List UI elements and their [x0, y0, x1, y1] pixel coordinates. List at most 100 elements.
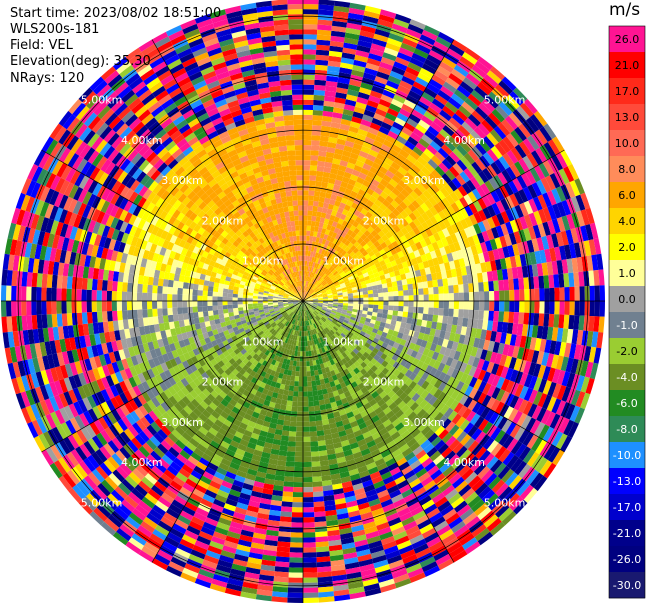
velocity-gate — [368, 301, 374, 305]
velocity-gate — [306, 293, 310, 298]
velocity-gate — [426, 54, 442, 66]
velocity-gate — [293, 391, 299, 397]
velocity-gate — [489, 291, 495, 301]
velocity-gate — [332, 304, 338, 307]
velocity-gate — [355, 250, 362, 257]
velocity-gate — [322, 244, 328, 251]
velocity-gate — [534, 301, 540, 314]
velocity-gate — [343, 296, 349, 299]
velocity-gate — [290, 537, 303, 543]
velocity-gate — [352, 273, 359, 279]
velocity-gate — [546, 326, 554, 341]
velocity-gate — [307, 296, 313, 300]
velocity-gate — [548, 274, 555, 289]
velocity-gate — [451, 177, 462, 189]
velocity-gate — [456, 249, 464, 260]
velocity-gate — [422, 260, 430, 269]
velocity-gate — [420, 202, 430, 213]
velocity-gate — [565, 182, 576, 199]
velocity-gate — [336, 87, 348, 95]
velocity-gate — [427, 280, 434, 288]
velocity-gate — [561, 200, 572, 216]
velocity-gate — [585, 224, 594, 241]
velocity-gate — [362, 141, 373, 150]
velocity-gate — [405, 272, 412, 279]
velocity-gate — [423, 307, 429, 315]
velocity-gate — [463, 292, 470, 301]
velocity-gate — [364, 67, 378, 76]
velocity-gate — [457, 317, 464, 327]
velocity-gate — [388, 165, 398, 175]
velocity-gate — [468, 214, 478, 226]
velocity-gate — [339, 282, 346, 287]
velocity-gate — [458, 258, 466, 268]
velocity-gate — [476, 232, 485, 244]
velocity-gate — [312, 267, 316, 273]
velocity-gate — [539, 249, 547, 264]
velocity-gate — [321, 120, 332, 127]
velocity-gate — [380, 121, 393, 131]
velocity-gate — [313, 286, 318, 291]
velocity-gate — [388, 296, 394, 301]
velocity-gate — [500, 223, 509, 236]
velocity-gate — [325, 245, 331, 252]
velocity-gate — [541, 326, 549, 340]
velocity-gate — [432, 314, 439, 323]
velocity-gate — [353, 298, 359, 301]
velocity-gate — [332, 238, 339, 245]
velocity-gate — [410, 85, 424, 97]
velocity-gate — [371, 117, 383, 127]
velocity-gate — [334, 200, 341, 207]
velocity-gate — [455, 267, 463, 277]
velocity-gate — [324, 284, 330, 289]
velocity-gate — [303, 431, 311, 437]
velocity-gate — [303, 366, 307, 372]
velocity-gate — [315, 59, 329, 66]
velocity-gate — [303, 451, 312, 458]
velocity-gate — [303, 155, 311, 161]
velocity-gate — [549, 301, 555, 315]
velocity-gate — [366, 153, 377, 162]
velocity-gate — [472, 273, 479, 284]
velocity-gate — [337, 292, 343, 296]
velocity-gate — [473, 291, 480, 301]
velocity-gate — [482, 207, 492, 220]
velocity-gate — [322, 293, 328, 296]
velocity-gate — [316, 430, 325, 437]
velocity-gate — [303, 361, 307, 367]
velocity-gate — [335, 143, 345, 151]
velocity-gate — [376, 312, 383, 318]
velocity-gate — [421, 134, 433, 145]
velocity-gate — [534, 250, 542, 264]
velocity-gate — [370, 277, 376, 283]
velocity-gate — [351, 253, 358, 260]
velocity-gate — [303, 250, 306, 256]
velocity-gate — [418, 96, 432, 107]
velocity-gate — [448, 285, 454, 294]
velocity-gate — [356, 223, 364, 231]
velocity-gate — [306, 361, 310, 367]
velocity-gate — [328, 299, 334, 301]
velocity-gate — [413, 160, 425, 171]
velocity-gate — [355, 101, 367, 110]
velocity-gate — [410, 243, 418, 252]
velocity-gate — [332, 279, 338, 284]
velocity-gate — [335, 240, 342, 247]
velocity-gate — [383, 139, 394, 149]
velocity-gate — [373, 113, 385, 122]
velocity-gate — [371, 85, 385, 95]
velocity-gate — [451, 113, 465, 126]
velocity-gate — [445, 101, 459, 114]
velocity-gate — [329, 285, 336, 289]
velocity-gate — [303, 461, 312, 468]
velocity-gate — [433, 203, 443, 214]
velocity-gate — [393, 225, 401, 233]
velocity-gate — [306, 293, 311, 298]
velocity-gate — [356, 271, 363, 277]
velocity-gate — [343, 252, 350, 259]
velocity-gate — [283, 486, 294, 492]
velocity-gate — [319, 404, 326, 411]
velocity-gate — [486, 271, 494, 282]
velocity-gate — [355, 193, 364, 201]
velocity-gate — [337, 254, 344, 260]
